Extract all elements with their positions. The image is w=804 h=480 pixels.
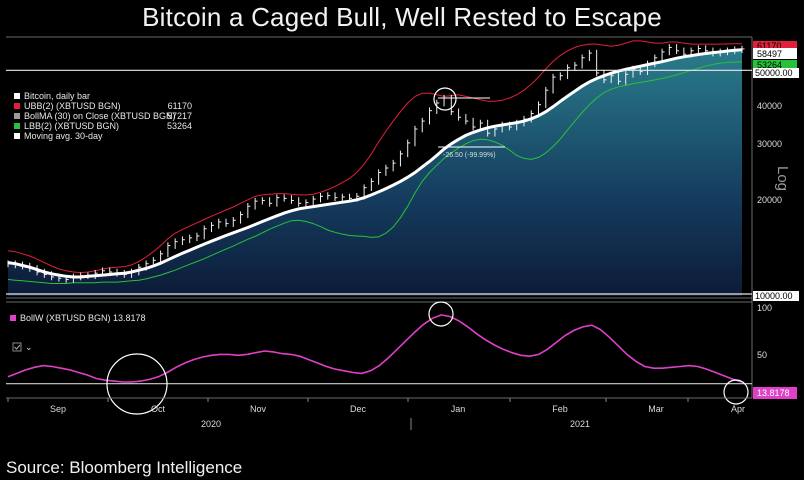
lbb-value-tag-box — [753, 60, 797, 69]
ref-50000-tag: 50000.00 — [755, 68, 793, 78]
ref-10000-tag: 10000.00 — [755, 291, 793, 301]
ref-50000-tag-box — [753, 68, 799, 78]
lower-y-tick-100: 100 — [757, 303, 772, 313]
y-tick-20000: 20000 — [757, 195, 782, 205]
x-tick-label: Dec — [350, 404, 367, 414]
bollw-legend-label: BollW (XBTUSD BGN) 13.8178 — [20, 313, 146, 323]
y-tick-30000: 30000 — [757, 139, 782, 149]
apr-current-circle — [723, 379, 749, 405]
x-tick-label: Apr — [731, 404, 745, 414]
ma-value-tag-box — [753, 48, 797, 59]
bollw-legend-swatch — [10, 315, 16, 321]
x-tick-label: Mar — [648, 404, 664, 414]
legend-label-ubb: UBB(2) (XBTUSD BGN) — [24, 101, 121, 111]
y-tick-40000: 40000 — [757, 101, 782, 111]
source-note: Source: Bloomberg Intelligence — [6, 458, 243, 477]
lbb-value-tag: 53264 — [757, 60, 782, 70]
oct-low-circle — [106, 353, 168, 415]
x-tick-label: Sep — [50, 404, 66, 414]
legend-value-lbb: 53264 — [167, 121, 192, 131]
legend-swatch-bollma — [14, 113, 20, 119]
chart-svg: -26.50 (-99.99%) 40000 30000 20000 Log 6… — [6, 36, 799, 430]
legend-swatch-bitcoin — [14, 93, 20, 99]
bollinger-area-fill — [8, 49, 742, 297]
dropdown-arrow-icon[interactable]: ⌄ — [25, 342, 33, 352]
x-axis-ticks: Sep Oct Nov Dec Jan Feb Mar Apr — [7, 398, 745, 414]
x-year-2020: 2020 — [201, 419, 221, 429]
ubb-value-tag-box — [753, 41, 797, 51]
legend-label-bitcoin: Bitcoin, daily bar — [24, 91, 90, 101]
y-axis-label: Log — [774, 166, 791, 191]
checkbox-icon[interactable] — [12, 342, 22, 352]
legend-swatch-lbb — [14, 123, 20, 129]
legend-label-ma30: Moving avg. 30-day — [24, 131, 103, 141]
legend-value-bollma: 57217 — [167, 111, 192, 121]
legend-swatch-ubb — [14, 103, 20, 109]
legend-box — [10, 90, 198, 148]
x-tick-label: Oct — [151, 404, 166, 414]
ma-value-tag: 58497 — [757, 49, 782, 59]
legend-swatch-ma30 — [14, 133, 20, 139]
ref-10000-tag-box — [753, 291, 799, 301]
lower-bollinger-band-line — [7, 61, 743, 284]
jan-peak-circle-lower — [428, 301, 454, 327]
ubb-value-tag: 61170 — [757, 41, 781, 51]
annotation-label: -26.50 (-99.99%) — [443, 152, 496, 159]
x-tick-label: Jan — [451, 404, 466, 414]
x-tick-label: Feb — [552, 404, 568, 414]
x-year-2021: 2021 — [570, 419, 590, 429]
legend-label-lbb: LBB(2) (XBTUSD BGN) — [24, 121, 119, 131]
legend-value-ubb: 61170 — [168, 101, 192, 111]
jan-peak-circle-upper — [433, 87, 457, 111]
bollw-line — [7, 314, 743, 383]
upper-bollinger-band-line — [7, 40, 742, 274]
x-tick-label: Nov — [250, 404, 267, 414]
chart-title: Bitcoin a Caged Bull, Well Rested to Esc… — [142, 2, 662, 32]
legend-label-bollma: BollMA (30) on Close (XBTUSD BGN) — [24, 111, 176, 121]
checkbox-check-icon — [14, 344, 21, 350]
bollw-value-tag-box — [753, 387, 797, 399]
lower-y-tick-50: 50 — [757, 350, 767, 360]
bollw-value-tag: 13.8178 — [757, 388, 790, 398]
